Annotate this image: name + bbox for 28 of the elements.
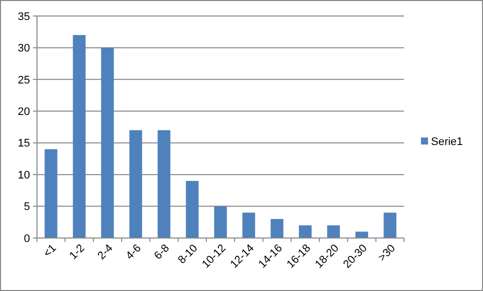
x-tick-label: 6-8 <box>152 242 172 262</box>
bar <box>186 180 199 238</box>
y-tick-label: 5 <box>24 201 30 214</box>
legend-label: Serie1 <box>431 136 463 148</box>
y-tick-label: 20 <box>18 106 30 118</box>
bar <box>158 130 170 238</box>
bar <box>214 206 227 238</box>
y-tick-label: 35 <box>18 10 30 23</box>
y-tick-label: 30 <box>18 42 30 55</box>
y-tick-label: 15 <box>18 138 30 150</box>
bar <box>270 218 284 238</box>
bar <box>72 35 86 238</box>
x-tick-label: <1 <box>41 242 59 260</box>
y-tick-label: 0 <box>24 232 30 245</box>
bar <box>384 212 396 238</box>
x-tick-label: 2-4 <box>96 242 116 262</box>
bar <box>298 225 312 238</box>
x-tick-label: 4-6 <box>124 242 144 262</box>
bar <box>44 149 58 238</box>
x-tick-label: >30 <box>376 242 398 264</box>
bar <box>129 130 142 238</box>
bar <box>355 232 368 238</box>
bar <box>101 48 114 238</box>
bar <box>327 225 340 238</box>
bar <box>242 212 256 238</box>
x-tick-label: 1-2 <box>67 242 88 262</box>
y-tick-label: 25 <box>18 74 30 86</box>
y-tick-label: 10 <box>18 169 30 182</box>
